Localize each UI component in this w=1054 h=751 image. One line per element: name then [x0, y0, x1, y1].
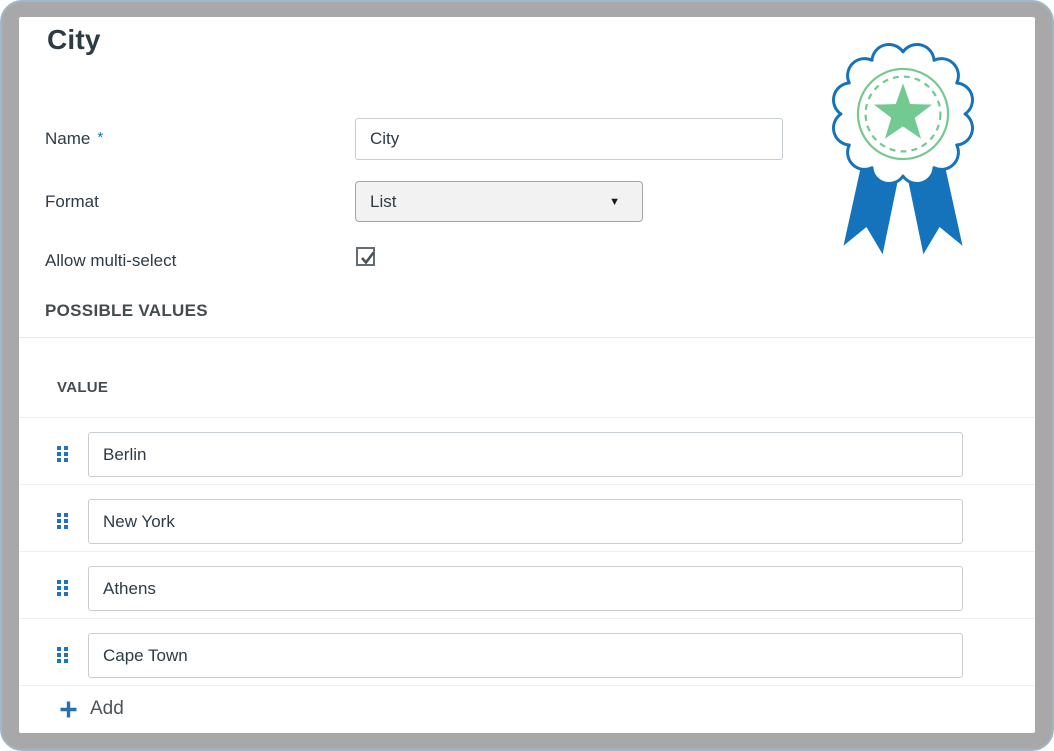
- format-select[interactable]: List ▼: [355, 181, 643, 222]
- possible-values-header: POSSIBLE VALUES: [45, 301, 208, 320]
- section-divider: [19, 337, 1035, 338]
- drag-handle-icon[interactable]: [57, 646, 71, 665]
- format-label: Format: [45, 192, 99, 211]
- name-label: Name *: [45, 129, 104, 148]
- value-row: [19, 552, 1035, 619]
- value-input[interactable]: [88, 566, 963, 611]
- award-badge-icon: [832, 43, 974, 255]
- page-title: City: [47, 24, 101, 55]
- value-column-header: VALUE: [57, 379, 109, 396]
- value-input[interactable]: [88, 432, 963, 477]
- value-row: [19, 619, 1035, 686]
- checkmark-icon: [361, 251, 375, 265]
- chevron-down-icon: ▼: [609, 195, 620, 208]
- value-rows: Add: [19, 418, 1035, 724]
- table-divider: [19, 417, 1035, 418]
- multi-select-checkbox[interactable]: [356, 247, 375, 266]
- add-button-label: Add: [90, 698, 124, 719]
- drag-handle-icon[interactable]: [57, 445, 71, 464]
- multi-select-label: Allow multi-select: [45, 251, 177, 270]
- required-asterisk: *: [97, 129, 104, 146]
- value-row: [19, 418, 1035, 485]
- name-input[interactable]: [355, 118, 783, 160]
- add-value-button[interactable]: Add: [59, 698, 124, 720]
- drag-handle-icon[interactable]: [57, 579, 71, 598]
- value-row: [19, 485, 1035, 552]
- field-editor-card: City Name* Format List ▼ Allow multi-sel…: [19, 17, 1035, 733]
- value-input[interactable]: [88, 499, 963, 544]
- drag-handle-icon[interactable]: [57, 512, 71, 531]
- plus-icon: [60, 701, 77, 717]
- value-input[interactable]: [88, 633, 963, 678]
- format-select-value: List: [370, 191, 397, 211]
